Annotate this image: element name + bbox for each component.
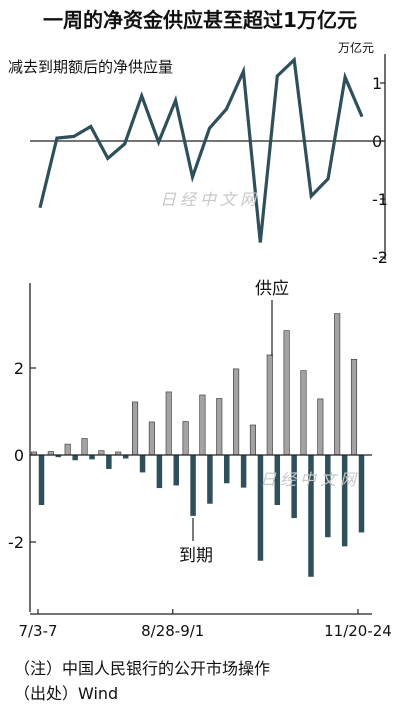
maturity-bar bbox=[358, 455, 365, 533]
maturity-bar bbox=[325, 455, 331, 538]
maturity-bar bbox=[156, 455, 163, 489]
maturity-bar bbox=[106, 455, 112, 469]
supply-bar bbox=[64, 443, 71, 456]
supply-bar bbox=[98, 450, 105, 456]
maturity-bar bbox=[308, 455, 314, 577]
net-supply-line bbox=[38, 56, 364, 243]
source-text: （出处）Wind bbox=[14, 684, 119, 703]
supply-bar bbox=[216, 398, 223, 456]
chart-title: 一周的净资金供应甚至超过1万亿元 bbox=[43, 8, 357, 32]
y-tick-label: -1 bbox=[372, 190, 388, 209]
supply-bar bbox=[81, 438, 88, 456]
maturity-bar bbox=[38, 455, 45, 506]
maturity-bar bbox=[122, 455, 129, 459]
maturity-bar bbox=[341, 455, 348, 547]
supply-bar bbox=[148, 421, 155, 456]
supply-bar bbox=[283, 330, 290, 456]
supply-bar bbox=[249, 424, 256, 456]
maturity-bar bbox=[55, 455, 62, 458]
supply-bar bbox=[317, 398, 324, 456]
x-tick-label: 8/28-9/1 bbox=[141, 622, 204, 640]
supply-bar bbox=[266, 354, 273, 456]
watermark-text: 日经中文网 bbox=[160, 190, 260, 209]
line-chart-subtitle: 减去到期额后的净供应量 bbox=[8, 58, 174, 76]
x-tick-label: 7/3-7 bbox=[18, 622, 57, 640]
y-tick-label: -2 bbox=[372, 248, 388, 267]
maturity-bar bbox=[240, 455, 247, 488]
maturity-bar bbox=[257, 455, 264, 561]
supply-bar bbox=[334, 313, 341, 456]
maturity-bar bbox=[173, 455, 179, 486]
supply-bar bbox=[165, 391, 172, 456]
unit-label: 万亿元 bbox=[338, 40, 374, 55]
supply-bar bbox=[132, 401, 139, 456]
y-tick-label: 0 bbox=[14, 446, 24, 465]
supply-bar bbox=[300, 370, 307, 456]
x-tick-label: 11/20-24 bbox=[324, 622, 392, 640]
legend-maturity-label: 到期 bbox=[179, 546, 213, 566]
maturity-bar bbox=[224, 455, 230, 484]
maturity-bar bbox=[190, 455, 196, 516]
maturity-bar bbox=[207, 455, 213, 504]
supply-bar bbox=[182, 421, 189, 456]
y-tick-label: 2 bbox=[14, 359, 24, 378]
supply-bar bbox=[350, 358, 358, 456]
maturity-bar bbox=[139, 455, 146, 473]
y-tick-label: 1 bbox=[372, 74, 382, 93]
y-tick-label: -2 bbox=[8, 533, 24, 552]
supply-bar bbox=[233, 368, 240, 456]
legend-supply-label: 供应 bbox=[255, 279, 289, 299]
watermark-text: 日经中文网 bbox=[260, 470, 360, 489]
maturity-bar bbox=[72, 455, 78, 461]
maturity-bar bbox=[274, 455, 281, 506]
note-text: （注）中国人民银行的公开市场操作 bbox=[14, 659, 271, 678]
maturity-bar bbox=[291, 455, 297, 519]
maturity-bar bbox=[89, 455, 95, 460]
supply-bar bbox=[199, 394, 206, 456]
